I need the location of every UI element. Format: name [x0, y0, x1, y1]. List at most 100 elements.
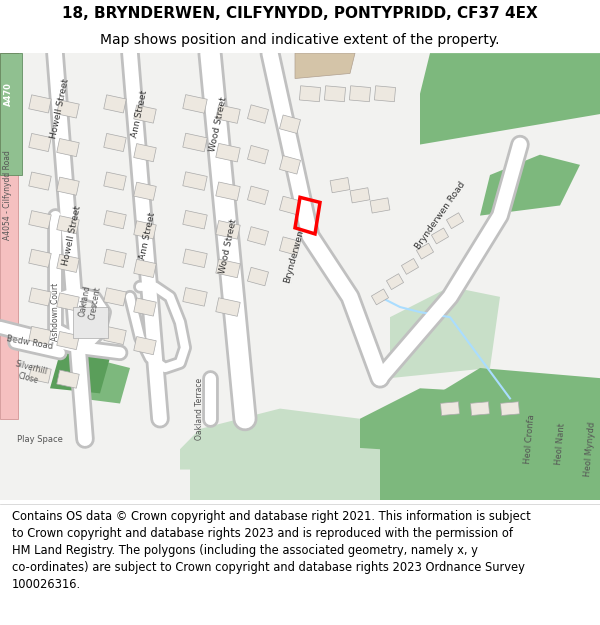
- Text: Brynderwen: Brynderwen: [283, 229, 305, 284]
- Text: Contains OS data © Crown copyright and database right 2021. This information is : Contains OS data © Crown copyright and d…: [12, 510, 531, 591]
- Polygon shape: [57, 331, 79, 349]
- Polygon shape: [57, 254, 79, 272]
- Polygon shape: [104, 288, 126, 306]
- Polygon shape: [104, 211, 126, 229]
- Polygon shape: [216, 105, 240, 123]
- Polygon shape: [134, 298, 156, 316]
- Polygon shape: [216, 182, 240, 201]
- Polygon shape: [29, 95, 51, 113]
- Text: Ann Street: Ann Street: [139, 211, 157, 261]
- Polygon shape: [183, 249, 207, 268]
- Polygon shape: [134, 221, 156, 239]
- Polygon shape: [57, 293, 79, 311]
- Polygon shape: [183, 288, 207, 306]
- Text: Play Space: Play Space: [17, 434, 63, 444]
- Text: 18, BRYNDERWEN, CILFYNYDD, PONTYPRIDD, CF37 4EX: 18, BRYNDERWEN, CILFYNYDD, PONTYPRIDD, C…: [62, 6, 538, 21]
- Polygon shape: [57, 100, 79, 118]
- Polygon shape: [183, 172, 207, 191]
- Polygon shape: [280, 196, 301, 215]
- Text: Heol Cronfa: Heol Cronfa: [523, 414, 536, 464]
- Polygon shape: [29, 365, 51, 383]
- Text: Heol Nant: Heol Nant: [554, 423, 566, 466]
- Polygon shape: [416, 243, 434, 259]
- Polygon shape: [247, 186, 269, 204]
- Text: Howell Street: Howell Street: [61, 205, 83, 267]
- Polygon shape: [299, 86, 320, 102]
- Polygon shape: [104, 172, 126, 190]
- Polygon shape: [190, 439, 380, 500]
- Polygon shape: [134, 144, 156, 162]
- Polygon shape: [371, 289, 389, 305]
- Polygon shape: [0, 53, 18, 419]
- Text: Wood Street: Wood Street: [218, 218, 238, 274]
- Polygon shape: [80, 357, 130, 404]
- Polygon shape: [134, 336, 156, 355]
- Polygon shape: [73, 307, 107, 338]
- Polygon shape: [29, 133, 51, 152]
- Polygon shape: [29, 249, 51, 268]
- Polygon shape: [29, 326, 51, 344]
- Text: Ann Street: Ann Street: [131, 89, 149, 139]
- Polygon shape: [183, 133, 207, 152]
- Text: A4054 - Cilfynydd Road: A4054 - Cilfynydd Road: [4, 151, 13, 240]
- Polygon shape: [350, 188, 370, 203]
- Polygon shape: [104, 133, 126, 152]
- Polygon shape: [216, 143, 240, 162]
- Text: Bedw Road: Bedw Road: [6, 334, 54, 351]
- Polygon shape: [247, 146, 269, 164]
- Text: Oakland Terrace: Oakland Terrace: [196, 378, 205, 439]
- Polygon shape: [29, 172, 51, 190]
- Polygon shape: [500, 402, 520, 416]
- Text: Oakland
Crescent: Oakland Crescent: [77, 284, 103, 320]
- Polygon shape: [104, 95, 126, 113]
- Polygon shape: [470, 402, 490, 416]
- Polygon shape: [390, 368, 600, 500]
- Text: Silverhill
Close: Silverhill Close: [11, 359, 49, 387]
- Polygon shape: [374, 86, 395, 102]
- Polygon shape: [50, 352, 110, 393]
- Polygon shape: [330, 177, 350, 192]
- Polygon shape: [104, 249, 126, 268]
- Polygon shape: [29, 288, 51, 306]
- Polygon shape: [216, 259, 240, 278]
- Polygon shape: [134, 105, 156, 123]
- Text: Wood Street: Wood Street: [208, 96, 228, 152]
- Polygon shape: [247, 227, 269, 245]
- Polygon shape: [280, 115, 301, 134]
- Polygon shape: [57, 139, 79, 157]
- Polygon shape: [390, 287, 500, 378]
- Polygon shape: [431, 228, 449, 244]
- Polygon shape: [386, 274, 404, 289]
- Text: Brynderwen Road: Brynderwen Road: [413, 180, 467, 251]
- Polygon shape: [29, 211, 51, 229]
- Text: Heol Mynydd: Heol Mynydd: [583, 421, 597, 477]
- Polygon shape: [216, 221, 240, 239]
- Polygon shape: [325, 86, 346, 102]
- Polygon shape: [440, 402, 460, 416]
- Polygon shape: [104, 326, 126, 344]
- Polygon shape: [0, 53, 22, 175]
- Text: Ashdown Court: Ashdown Court: [50, 283, 59, 341]
- Polygon shape: [349, 86, 371, 102]
- Polygon shape: [216, 298, 240, 316]
- Polygon shape: [183, 211, 207, 229]
- Polygon shape: [401, 259, 419, 274]
- Polygon shape: [420, 53, 600, 144]
- Polygon shape: [446, 213, 464, 229]
- Polygon shape: [247, 105, 269, 123]
- Polygon shape: [247, 268, 269, 286]
- Polygon shape: [280, 237, 301, 256]
- Polygon shape: [370, 198, 390, 213]
- Polygon shape: [57, 177, 79, 195]
- Text: A470: A470: [4, 82, 13, 106]
- Text: Map shows position and indicative extent of the property.: Map shows position and indicative extent…: [100, 33, 500, 47]
- Polygon shape: [57, 370, 79, 388]
- Polygon shape: [134, 259, 156, 278]
- Polygon shape: [295, 53, 355, 79]
- Polygon shape: [57, 216, 79, 234]
- Polygon shape: [280, 156, 301, 174]
- Text: Howell Street: Howell Street: [49, 78, 71, 140]
- Polygon shape: [183, 94, 207, 113]
- Polygon shape: [340, 388, 600, 500]
- Polygon shape: [180, 409, 360, 469]
